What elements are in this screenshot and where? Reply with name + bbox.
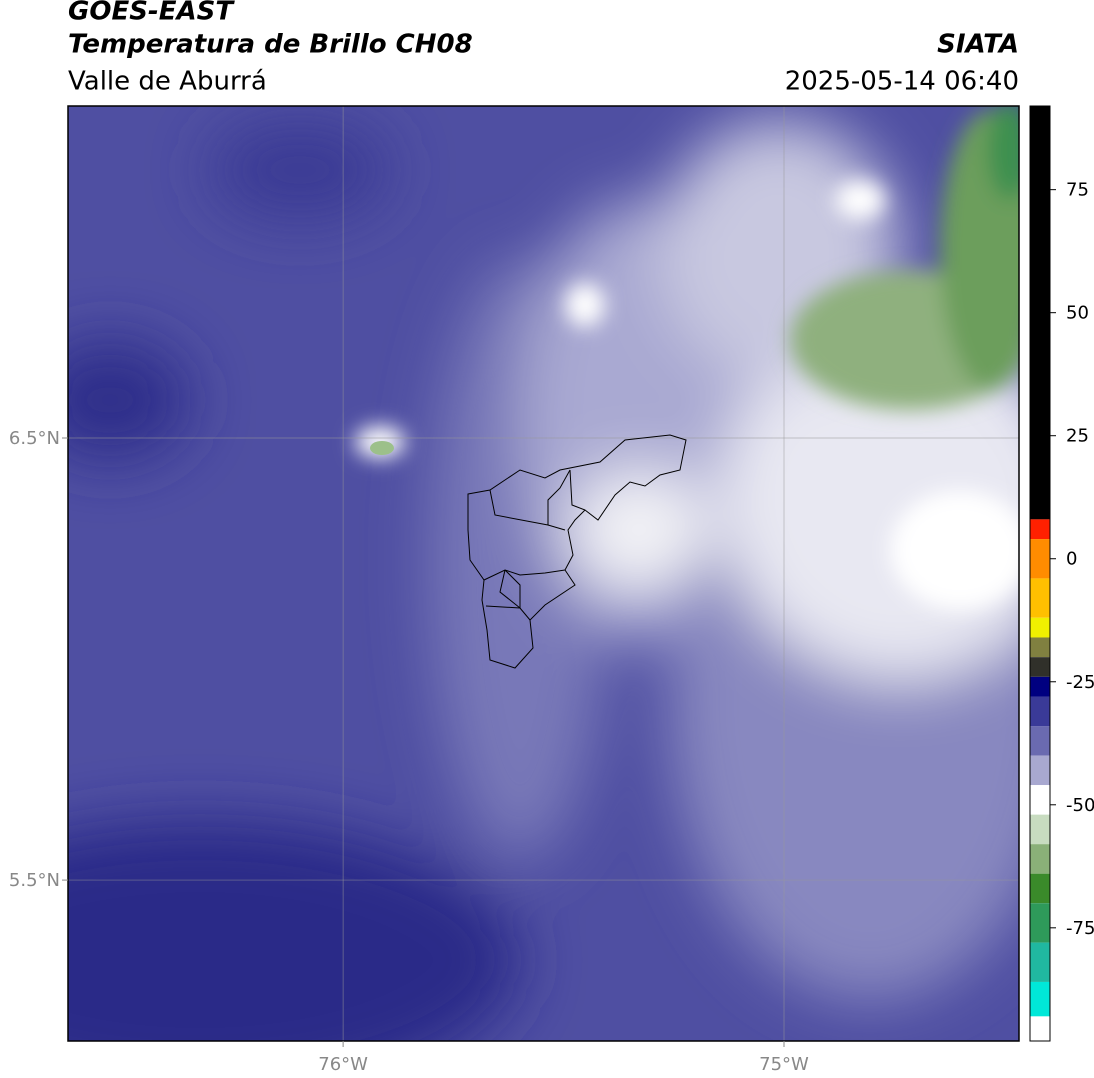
colorbar-tick-label: -50 [1066,795,1094,816]
colorbar-segment [1030,539,1050,579]
y-tick-label: 5.5°N [9,870,60,891]
colorbar-segment [1030,814,1050,845]
subtitle: Temperatura de Brillo CH08 [68,30,473,60]
colorbar-tick-label: 50 [1066,303,1089,324]
colorbar-segment [1030,726,1050,756]
brightness-field [68,106,1019,1041]
colorbar-segment [1030,617,1050,638]
colorbar-segment [1030,578,1050,618]
colorbar-frame [1029,105,1051,1042]
colorbar-segment [1030,1016,1050,1041]
colorbar-tick-label: 75 [1066,180,1089,201]
map-frame [67,105,1020,1042]
colorbar-segment [1030,637,1050,658]
colorbar-segment [1030,981,1050,1017]
colorbar-segment [1030,785,1050,815]
colorbar-segment [1030,903,1050,943]
colorbar-segment [1030,519,1050,540]
colorbar-tick-label: 0 [1066,549,1077,570]
title: GOES-EAST [68,0,235,27]
colorbar-segment [1030,942,1050,982]
colorbar-tick-label: -75 [1066,918,1094,939]
colorbar-segment [1030,755,1050,786]
source: SIATA [937,30,1019,60]
municipal-boundaries [467,434,687,669]
colorbar-segment [1030,657,1050,677]
datetime: 2025-05-14 06:40 [785,67,1019,97]
colorbar-segment [1030,106,1050,520]
colorbar-segment [1030,696,1050,727]
y-tick-label: 6.5°N [9,428,60,449]
region: Valle de Aburrá [68,67,267,97]
graticule [68,106,1019,1041]
colorbar-segment [1030,844,1050,874]
colorbar-segment [1030,873,1050,904]
colorbar-tick-label: 25 [1066,426,1089,447]
colorbar-tick-label: -25 [1066,672,1094,693]
x-tick-label: 76°W [318,1054,368,1075]
x-tick-label: 75°W [759,1054,809,1075]
colorbar-segment [1030,676,1050,697]
colorbar [1030,106,1050,1041]
